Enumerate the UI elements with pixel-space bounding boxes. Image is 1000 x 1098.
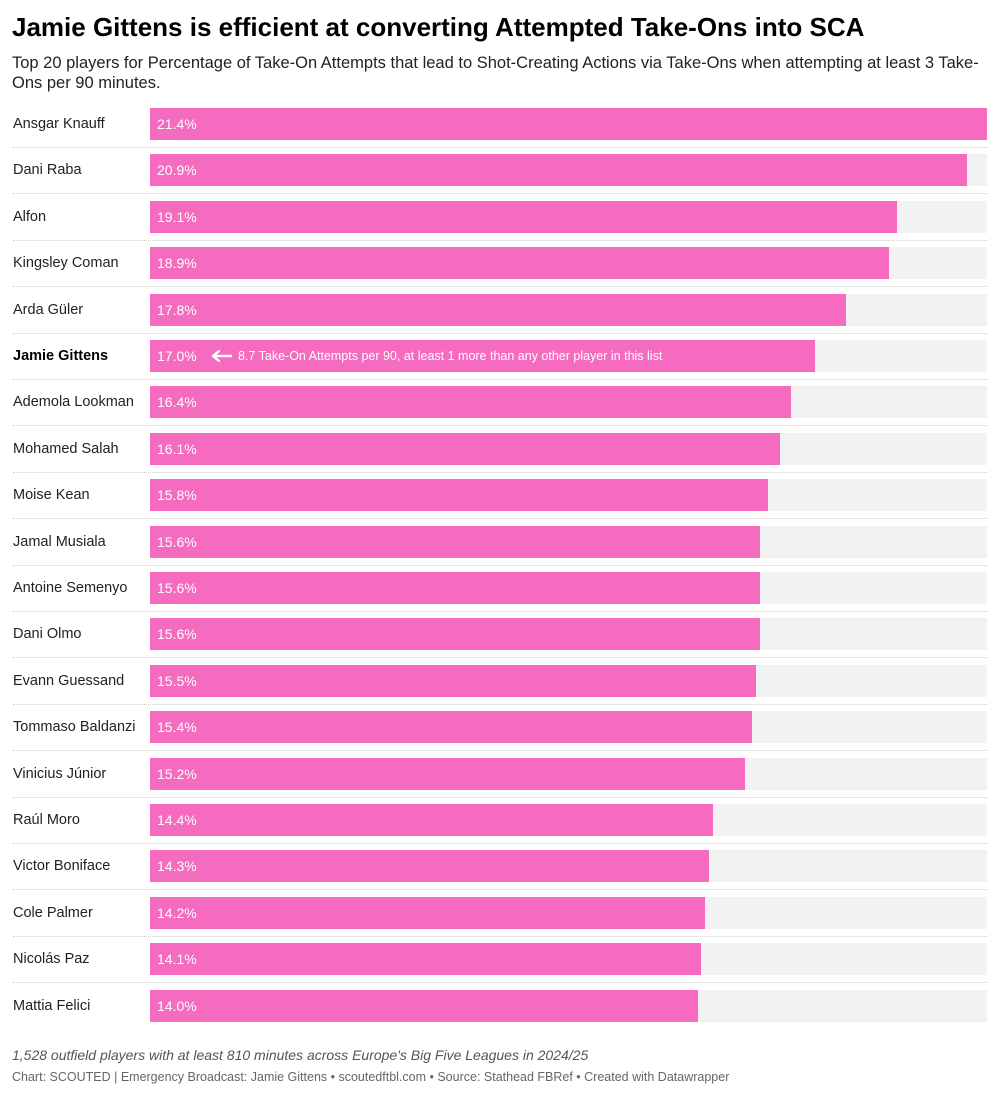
player-label: Jamie Gittens	[13, 348, 109, 364]
player-label: Jamal Musiala	[13, 534, 106, 550]
row-separator	[13, 518, 987, 519]
player-label: Victor Boniface	[13, 858, 111, 874]
bar	[150, 386, 792, 418]
bar	[150, 572, 761, 604]
player-label: Dani Raba	[13, 162, 82, 178]
bar	[150, 479, 768, 511]
row-separator	[13, 472, 987, 473]
player-label: Alfon	[13, 209, 47, 225]
bar	[150, 665, 757, 697]
bar	[150, 897, 706, 929]
row-separator	[13, 704, 987, 705]
bar	[150, 711, 753, 743]
row-separator	[13, 936, 987, 937]
row-separator	[13, 565, 987, 566]
chart-note: 1,528 outfield players with at least 810…	[12, 1047, 589, 1063]
player-label: Raúl Moro	[13, 812, 80, 828]
bar-annotation: 8.7 Take-On Attempts per 90, at least 1 …	[210, 340, 662, 372]
bar-value-label: 15.5%	[157, 673, 197, 689]
player-label: Cole Palmer	[13, 905, 93, 921]
bar	[150, 247, 890, 279]
bar	[150, 154, 968, 186]
row-separator	[13, 333, 987, 334]
chart-title: Jamie Gittens is efficient at converting…	[12, 12, 865, 42]
bar-value-label: 15.8%	[157, 487, 197, 503]
player-label: Kingsley Coman	[13, 255, 119, 271]
row-separator	[13, 657, 987, 658]
player-label: Ademola Lookman	[13, 394, 134, 410]
bar-value-label: 16.1%	[157, 441, 197, 457]
player-label: Ansgar Knauff	[13, 116, 105, 132]
player-label: Mattia Felici	[13, 998, 91, 1014]
bar-value-label: 14.4%	[157, 812, 197, 828]
bar	[150, 990, 698, 1022]
bar	[150, 108, 987, 140]
player-label: Vinicius Júnior	[13, 766, 107, 782]
bar-value-label: 14.1%	[157, 951, 197, 967]
bar	[150, 943, 702, 975]
row-separator	[13, 240, 987, 241]
bar	[150, 804, 714, 836]
bar-value-label: 15.4%	[157, 719, 197, 735]
row-separator	[13, 379, 987, 380]
bar-value-label: 15.6%	[157, 534, 197, 550]
chart-subtitle: Top 20 players for Percentage of Take-On…	[12, 54, 979, 92]
bar	[150, 433, 780, 465]
row-separator	[13, 797, 987, 798]
bar	[150, 340, 815, 372]
row-separator	[13, 611, 987, 612]
bar-value-label: 15.6%	[157, 626, 197, 642]
row-separator	[13, 750, 987, 751]
bar-value-label: 17.0%	[157, 348, 197, 364]
bar-value-label: 19.1%	[157, 209, 197, 225]
player-label: Antoine Semenyo	[13, 580, 128, 596]
player-label: Mohamed Salah	[13, 441, 119, 457]
chart-credit: Chart: SCOUTED | Emergency Broadcast: Ja…	[12, 1070, 730, 1084]
arrow-left-icon	[211, 350, 232, 362]
bar-value-label: 14.3%	[157, 858, 197, 874]
row-separator	[13, 843, 987, 844]
bar-value-label: 17.8%	[157, 302, 197, 318]
bar-value-label: 18.9%	[157, 255, 197, 271]
bar	[150, 850, 710, 882]
player-label: Moise Kean	[13, 487, 90, 503]
player-label: Dani Olmo	[13, 626, 82, 642]
bar	[150, 201, 898, 233]
bar	[150, 526, 761, 558]
bar-value-label: 15.6%	[157, 580, 197, 596]
player-label: Tommaso Baldanzi	[13, 719, 136, 735]
player-label: Nicolás Paz	[13, 951, 90, 967]
bar-chart: Ansgar Knauff 21.4% Dani Raba 20.9% Alfon 19.…	[0, 102, 1000, 1032]
row-separator	[13, 425, 987, 426]
row-separator	[13, 193, 987, 194]
bar-value-label: 16.4%	[157, 394, 197, 410]
bar-value-label: 15.2%	[157, 766, 197, 782]
bar	[150, 618, 761, 650]
player-label: Arda Güler	[13, 302, 84, 318]
bar	[150, 758, 745, 790]
row-separator	[13, 147, 987, 148]
bar-value-label: 14.0%	[157, 998, 197, 1014]
row-separator	[13, 889, 987, 890]
row-separator	[13, 286, 987, 287]
bar-value-label: 20.9%	[157, 162, 197, 178]
bar	[150, 294, 847, 326]
row-separator	[13, 982, 987, 983]
player-label: Evann Guessand	[13, 673, 125, 689]
bar-value-label: 14.2%	[157, 905, 197, 921]
bar-value-label: 21.4%	[157, 116, 197, 132]
annotation-text: 8.7 Take-On Attempts per 90, at least 1 …	[238, 349, 663, 363]
